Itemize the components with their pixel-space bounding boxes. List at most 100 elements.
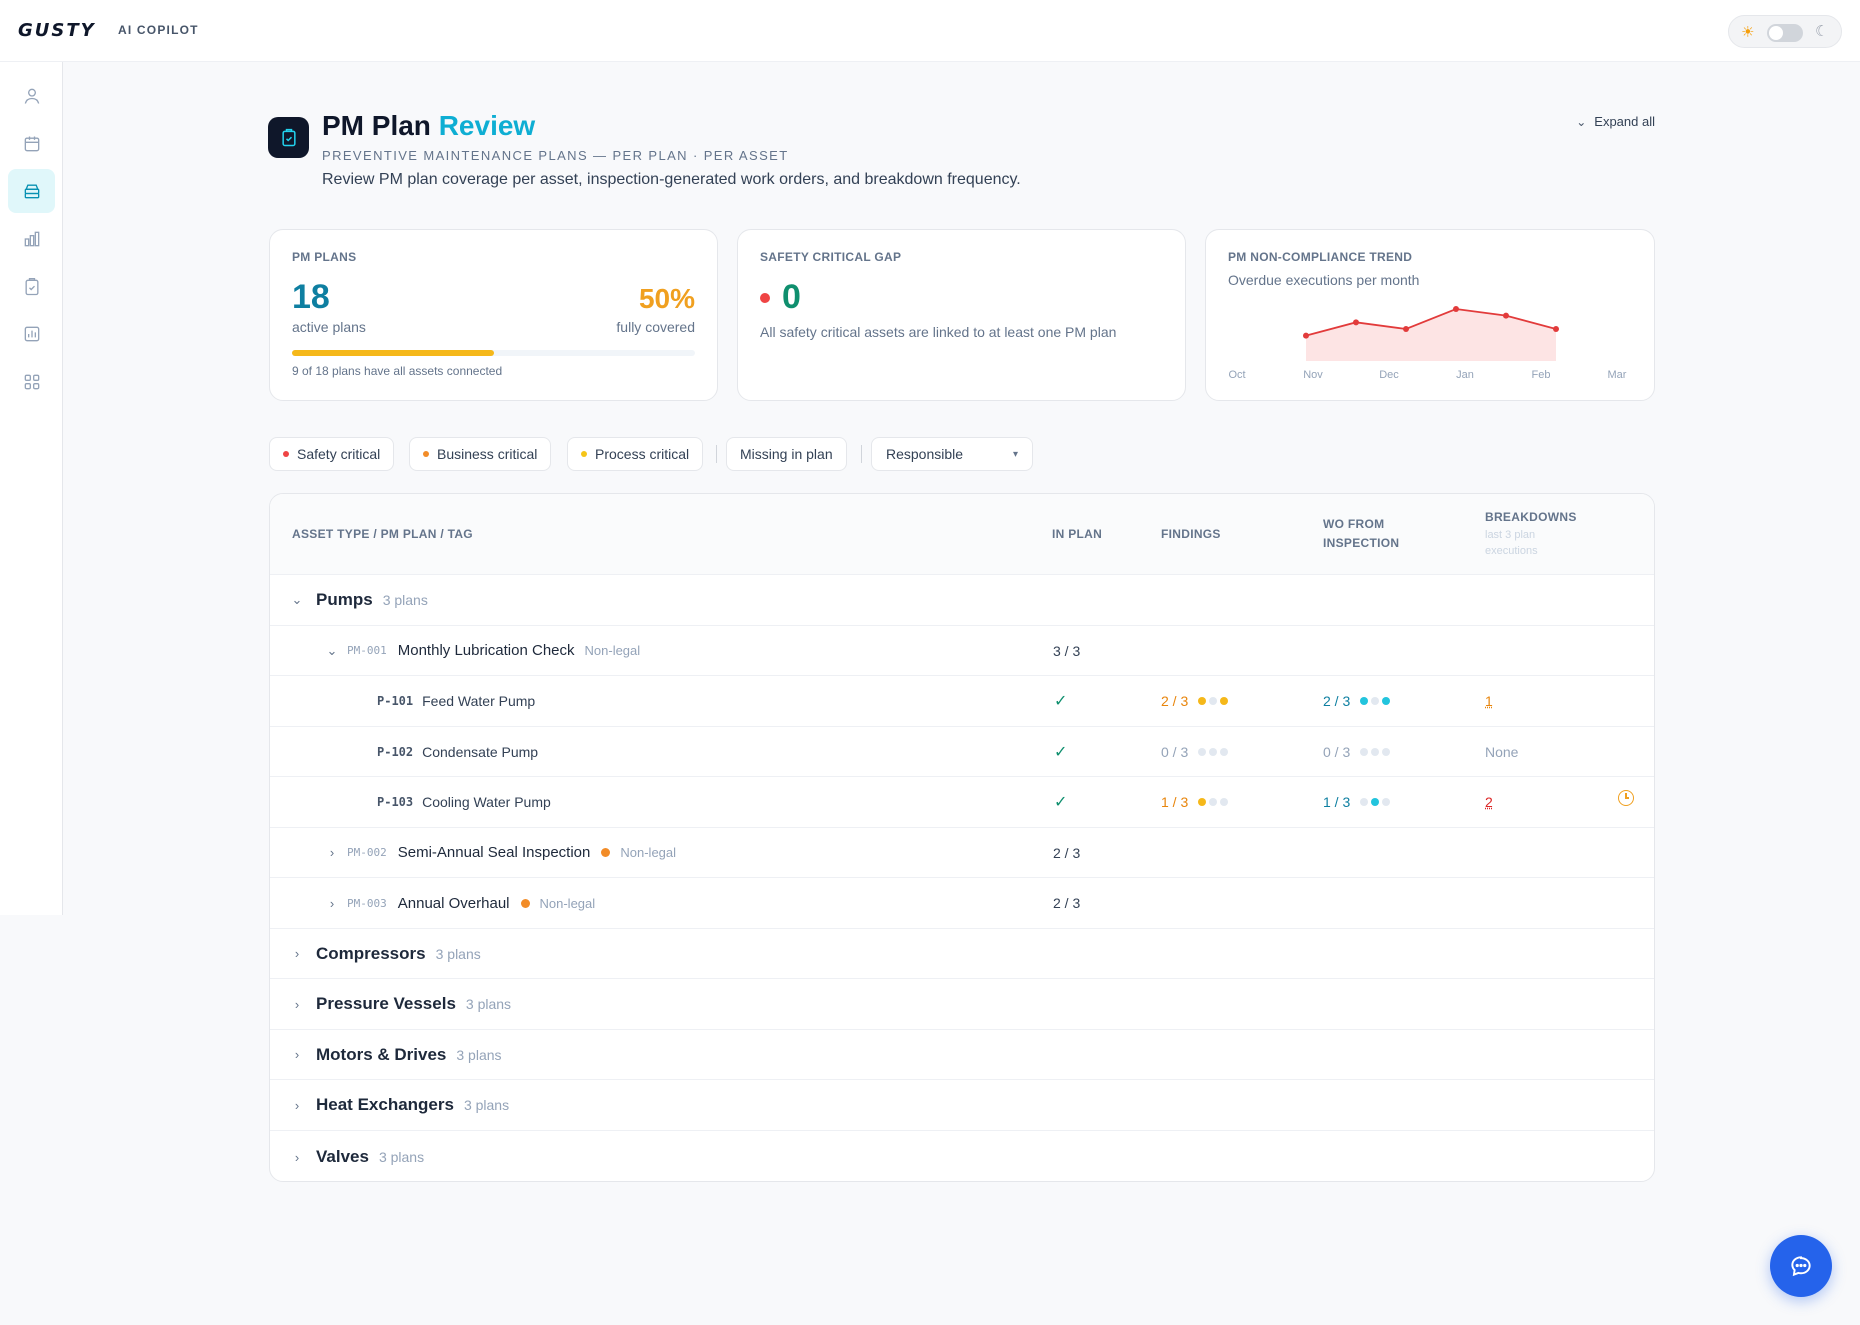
asset-row[interactable]: P-102 Condensate Pump ✓ 0 / 3 0 / 3 None [270,727,1654,777]
theme-switch-track[interactable] [1767,24,1803,42]
wo-dot-off [1371,747,1380,756]
chevron-right-icon[interactable]: › [294,946,300,961]
group-name: Motors & Drives [316,1044,447,1064]
trend-month-label: Dec [1379,369,1399,381]
filter-safety-critical[interactable]: Safety critical [269,437,395,471]
plan-id: PM-003 [347,896,387,910]
sidebar-item-profile[interactable] [8,74,55,118]
plan-row[interactable]: › PM-003 Annual Overhaul Non-legal 2 / 3 [270,878,1654,929]
column-header-asset[interactable]: ASSET TYPE / PM PLAN / TAG [292,527,473,541]
group-row-pressure-vessels[interactable]: › Pressure Vessels 3 plans [270,979,1654,1030]
plan-name: Monthly Lubrication Check [397,642,575,659]
theme-toggle[interactable]: ☀ ☾ [1728,15,1842,48]
asset-row[interactable]: P-103 Cooling Water Pump ✓ 1 / 3 1 / 3 2 [270,777,1654,828]
column-header-breakdowns[interactable]: BREAKDOWNS last 3 plan executions [1485,508,1577,559]
chevron-right-icon[interactable]: › [329,845,335,860]
layers-icon [24,184,39,199]
moon-icon: ☾ [1815,23,1829,40]
group-row-motors-drives[interactable]: › Motors & Drives 3 plans [270,1030,1654,1080]
trend-line [1305,308,1557,337]
coverage-note: 9 of 18 plans have all assets connected [292,364,503,378]
filter-process-critical[interactable]: Process critical [567,437,704,471]
findings-dots [1198,747,1229,756]
expand-all-button[interactable]: ⌄ Expand all [1576,114,1655,129]
card-label: PM PLANS [292,250,357,264]
responsible-select[interactable]: Responsible ▾ [871,437,1033,471]
trend-point [1553,326,1559,332]
findings-dots [1198,798,1229,806]
group-row-pumps[interactable]: ⌄ Pumps 3 plans [270,575,1654,626]
page-title-main: PM Plan [322,110,431,141]
app-logo[interactable]: GUSTY [18,20,96,41]
group-plan-count: 3 plans [435,945,481,962]
trend-month-label: Feb [1532,369,1551,381]
coverage-progress-bar [292,350,695,356]
clipboard-check-icon [281,128,296,146]
finding-dot-off [1198,747,1207,756]
sidebar-item-checklist[interactable] [8,265,55,309]
plan-name: Semi-Annual Seal Inspection [397,844,591,861]
check-icon: ✓ [1054,693,1068,710]
chip-label: Process critical [595,446,690,462]
filter-missing-in-plan[interactable]: Missing in plan [726,437,847,471]
pm-plan-table: ASSET TYPE / PM PLAN / TAG IN PLAN FINDI… [269,493,1655,1182]
card-label: PM NON-COMPLIANCE TREND [1228,250,1413,264]
column-header-wo-from-inspection[interactable]: WO FROM INSPECTION [1323,515,1399,553]
plan-row[interactable]: ⌄ PM-001 Monthly Lubrication Check Non-l… [270,626,1654,676]
chevron-right-icon[interactable]: › [294,996,300,1012]
plan-row[interactable]: › PM-002 Semi-Annual Seal Inspection Non… [270,828,1654,878]
sidebar [0,62,63,915]
sidebar-item-apps[interactable] [8,360,55,404]
chip-label: Business critical [437,446,538,462]
group-plan-count: 3 plans [465,996,512,1012]
breakdowns-link[interactable]: 2 [1485,794,1493,810]
finding-dot-on [1198,697,1207,705]
chevron-right-icon[interactable]: › [294,1047,300,1062]
finding-dot-off [1209,798,1218,806]
chevron-down-icon[interactable]: ⌄ [291,592,303,607]
chat-button[interactable] [1770,1235,1832,1297]
process-critical-dot [581,451,587,457]
wo-dot-off [1360,747,1369,756]
chevron-right-icon[interactable]: › [294,1149,300,1165]
business-critical-dot [601,848,611,857]
expand-all-label: Expand all [1594,114,1655,129]
group-plan-count: 3 plans [456,1046,502,1063]
column-header-findings[interactable]: FINDINGS [1161,527,1221,541]
chevron-right-icon[interactable]: › [294,1097,300,1113]
wo-dot-on [1360,697,1369,705]
wo-dot-on [1382,697,1391,705]
wo-dots [1360,747,1391,756]
asset-name: Condensate Pump [422,743,539,760]
findings-ratio: 1 / 3 [1161,794,1189,810]
wo-dots [1360,798,1391,806]
sidebar-item-pm-plans[interactable] [8,169,55,213]
plan-id: PM-001 [347,644,387,657]
safety-gap-value: 0 [782,278,801,316]
bar-chart-icon [24,231,39,247]
group-row-valves[interactable]: › Valves 3 plans [270,1131,1654,1181]
trend-month-label: Mar [1608,369,1627,381]
chip-label: Missing in plan [740,446,833,462]
plan-type: Non-legal [584,643,641,658]
column-header-in-plan[interactable]: IN PLAN [1052,527,1103,541]
breakdowns-link[interactable]: 1 [1485,693,1493,709]
chevron-right-icon[interactable]: › [329,895,335,911]
sidebar-item-reports[interactable] [8,312,55,356]
in-plan-count: 2 / 3 [1053,844,1081,861]
clock-icon[interactable] [1618,790,1634,806]
in-plan-count: 2 / 3 [1053,895,1081,911]
asset-row[interactable]: P-101 Feed Water Pump ✓ 2 / 3 2 / 3 1 [270,676,1654,727]
wo-dot-on [1371,798,1380,806]
group-row-heat-exchangers[interactable]: › Heat Exchangers 3 plans [270,1080,1654,1131]
page-title-accent: Review [438,110,536,141]
chevron-down-icon: ▾ [1012,448,1018,460]
sidebar-item-calendar[interactable] [8,122,55,166]
plan-id: PM-002 [347,846,387,859]
sidebar-item-analytics[interactable] [8,217,55,261]
filter-business-critical[interactable]: Business critical [409,437,552,471]
coverage-progress-fill [292,350,494,356]
chevron-down-icon[interactable]: ⌄ [326,642,338,658]
trend-point [1303,332,1309,339]
group-row-compressors[interactable]: › Compressors 3 plans [270,929,1654,979]
